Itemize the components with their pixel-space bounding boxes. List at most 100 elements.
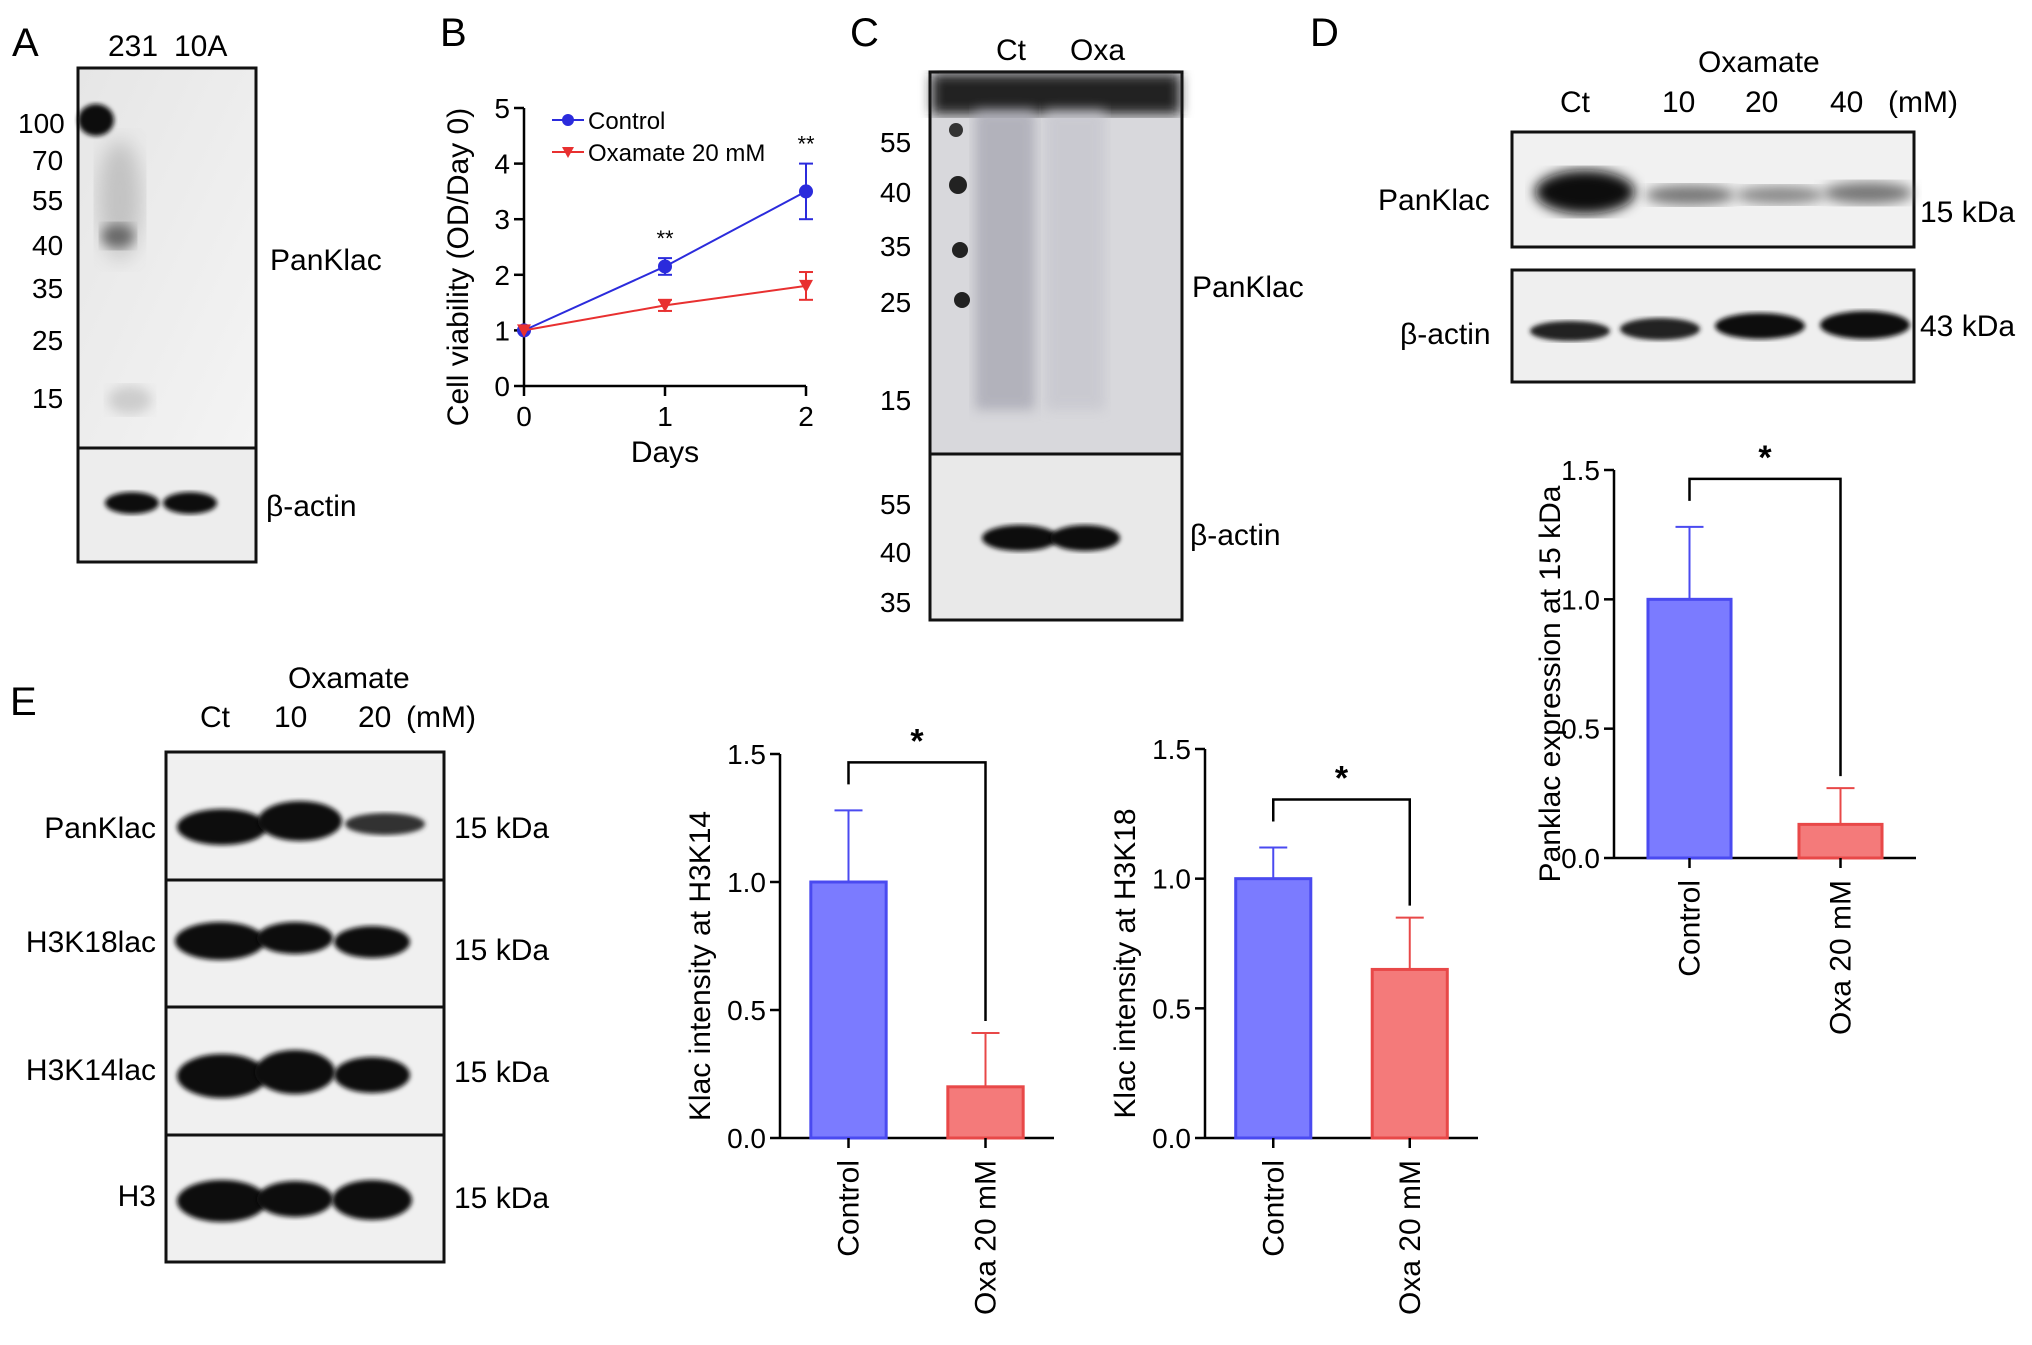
marker-c-55b: 55 xyxy=(880,489,911,520)
blot-label-panklac-d: PanKlac xyxy=(1378,184,1490,217)
marker-35: 35 xyxy=(32,273,63,304)
significance-label: ** xyxy=(797,132,815,157)
unit-e: (mM) xyxy=(406,701,476,734)
y-tick-label: 5 xyxy=(494,93,510,124)
panel-e-blot: Oxamate Ct 10 20 (mM) PanKlac H3K18lac H… xyxy=(26,662,549,1264)
x-tick-label: 0 xyxy=(516,401,532,432)
marker-c-35b: 35 xyxy=(880,587,911,618)
legend-label: Control xyxy=(588,108,665,135)
bar xyxy=(809,880,888,1140)
blot-label-actin-d: β-actin xyxy=(1400,318,1491,351)
data-point xyxy=(658,299,672,313)
x-tick-label: 1 xyxy=(657,401,673,432)
bar xyxy=(1797,822,1884,860)
data-point xyxy=(799,184,813,199)
blot-c-actin xyxy=(928,452,1184,622)
significance-label: ** xyxy=(656,226,674,251)
marker-55: 55 xyxy=(32,185,63,216)
significance-label: * xyxy=(910,722,924,760)
blot-label-panklac-a: PanKlac xyxy=(270,244,382,277)
marker-c-25: 25 xyxy=(880,287,911,318)
x-tick-label: 2 xyxy=(798,401,814,432)
y-tick-label: 0.5 xyxy=(1561,714,1600,745)
panel-label-b: B xyxy=(440,11,467,55)
marker-c-40b: 40 xyxy=(880,537,911,568)
x-tick-label: Oxa 20 mM xyxy=(970,1160,1003,1315)
y-tick-label: 0.0 xyxy=(1152,1123,1191,1154)
marker-25: 25 xyxy=(32,325,63,356)
data-point xyxy=(799,279,813,293)
lane-label-10a: 10A xyxy=(174,30,227,63)
marker-c-15: 15 xyxy=(880,385,911,416)
significance-bracket xyxy=(1272,798,1411,906)
lane-label-ct-c: Ct xyxy=(996,34,1027,67)
y-tick-label: 2 xyxy=(494,260,510,291)
bar xyxy=(1234,877,1313,1140)
lane-10-e: 10 xyxy=(274,701,307,734)
x-tick-label: Control xyxy=(1674,880,1707,977)
lane-ct-e: Ct xyxy=(200,701,231,734)
legend-marker xyxy=(562,114,574,126)
lane-20-d: 20 xyxy=(1745,86,1778,119)
treatment-label-e: Oxamate xyxy=(288,662,410,695)
blot-label-panklac-c: PanKlac xyxy=(1192,271,1304,304)
y-tick-label: 1.0 xyxy=(1561,584,1600,615)
y-tick-label: 0.5 xyxy=(727,995,766,1026)
lane-20-e: 20 xyxy=(358,701,391,734)
size-label-e-3: 15 kDa xyxy=(454,1056,549,1089)
lane-label-231: 231 xyxy=(108,30,158,63)
unit-d: (mM) xyxy=(1888,86,1958,119)
blot-label-h3-e: H3 xyxy=(118,1180,156,1213)
y-tick-label: 0 xyxy=(494,371,510,402)
blot-label-h3k18lac-e: H3K18lac xyxy=(26,926,156,959)
panel-label-e: E xyxy=(10,680,37,724)
y-tick-label: 1.5 xyxy=(1561,455,1600,486)
h3k18-intensity-chart: 0.0 0.5 1.0 1.5 Klac intensity at H3K18 Contr… xyxy=(1109,734,1478,1315)
panel-label-c: C xyxy=(850,11,879,55)
marker-15: 15 xyxy=(32,383,63,414)
panel-label-a: A xyxy=(12,21,39,65)
bar xyxy=(1370,967,1449,1140)
y-axis-label: Klac intensity at H3K18 xyxy=(1109,808,1142,1118)
y-tick-label: 0.0 xyxy=(1561,843,1600,874)
legend-marker xyxy=(562,147,574,158)
size-label-e-1: 15 kDa xyxy=(454,812,549,845)
marker-c-35: 35 xyxy=(880,231,911,262)
y-tick-label: 0.0 xyxy=(727,1123,766,1154)
significance-bracket xyxy=(1688,477,1842,777)
size-label-43kda-d: 43 kDa xyxy=(1920,310,2015,343)
significance-label: * xyxy=(1758,439,1772,477)
y-tick-label: 1.5 xyxy=(727,739,766,770)
y-axis-label: Klac intensity at H3K14 xyxy=(684,811,717,1121)
data-point xyxy=(517,324,531,338)
bar xyxy=(946,1085,1025,1140)
cell-viability-chart: 0 1 2 3 4 5 0 1 2 Days Cell viability (OD/Day 0) **… xyxy=(442,93,815,469)
significance-bracket xyxy=(847,761,987,1022)
y-tick-label: 1.0 xyxy=(1152,864,1191,895)
marker-100: 100 xyxy=(18,108,65,139)
y-tick-label: 4 xyxy=(494,149,510,180)
legend-label: Oxamate 20 mM xyxy=(588,140,765,167)
x-tick-label: Oxa 20 mM xyxy=(1825,880,1858,1035)
size-label-e-2: 15 kDa xyxy=(454,934,549,967)
panel-a-blot: 231 10A 100 70 55 40 35 25 15 PanKlac β-… xyxy=(18,30,382,564)
x-tick-label: Control xyxy=(1257,1160,1290,1257)
lane-40-d: 40 xyxy=(1830,86,1863,119)
x-tick-label: Oxa 20 mM xyxy=(1394,1160,1427,1315)
lane-ct-d: Ct xyxy=(1560,86,1591,119)
size-label-e-4: 15 kDa xyxy=(454,1182,549,1215)
x-axis-label: Days xyxy=(631,436,699,469)
blot-label-h3k14lac-e: H3K14lac xyxy=(26,1054,156,1087)
marker-c-55: 55 xyxy=(880,127,911,158)
blot-label-actin-a: β-actin xyxy=(266,490,357,523)
panel-c-blot: Ct Oxa 55 40 35 25 15 55 40 35 PanKlac β… xyxy=(880,34,1304,622)
size-label-15kda-d: 15 kDa xyxy=(1920,196,2015,229)
data-point xyxy=(658,259,672,274)
lane-label-oxa-c: Oxa xyxy=(1070,34,1125,67)
marker-c-40: 40 xyxy=(880,177,911,208)
lane-10-d: 10 xyxy=(1662,86,1695,119)
treatment-label-d: Oxamate xyxy=(1698,46,1820,79)
y-tick-label: 1 xyxy=(494,315,510,346)
